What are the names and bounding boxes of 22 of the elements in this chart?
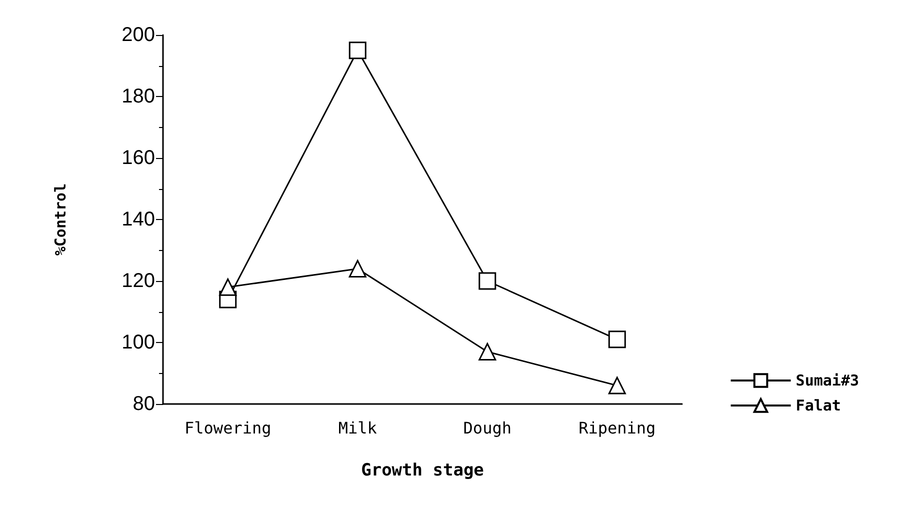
point [478, 342, 496, 360]
y-axis-title: %Control [52, 183, 70, 256]
point [348, 42, 366, 60]
point [478, 272, 496, 290]
y-tick-label: 160 [122, 147, 155, 169]
y-tick-label: 200 [122, 24, 155, 46]
point [608, 330, 626, 348]
x-tick-label: Milk [338, 418, 378, 438]
y-tick-label: 140 [122, 208, 155, 230]
legend-label: Sumai#3 [796, 372, 860, 390]
x-tick-label: Ripening [578, 418, 656, 438]
point [608, 376, 626, 394]
x-tick-label: Flowering [184, 418, 272, 438]
point [348, 260, 366, 278]
x-tick-label: Dough [463, 418, 512, 438]
y-tick-label: 80 [132, 393, 155, 415]
y-tick-label: 120 [122, 270, 155, 292]
point [219, 278, 237, 296]
y-tick-label: 100 [122, 332, 155, 354]
x-axis-title: Growth stage [361, 460, 484, 480]
legend-label: Falat [796, 396, 841, 414]
y-tick-label: 180 [122, 86, 155, 108]
